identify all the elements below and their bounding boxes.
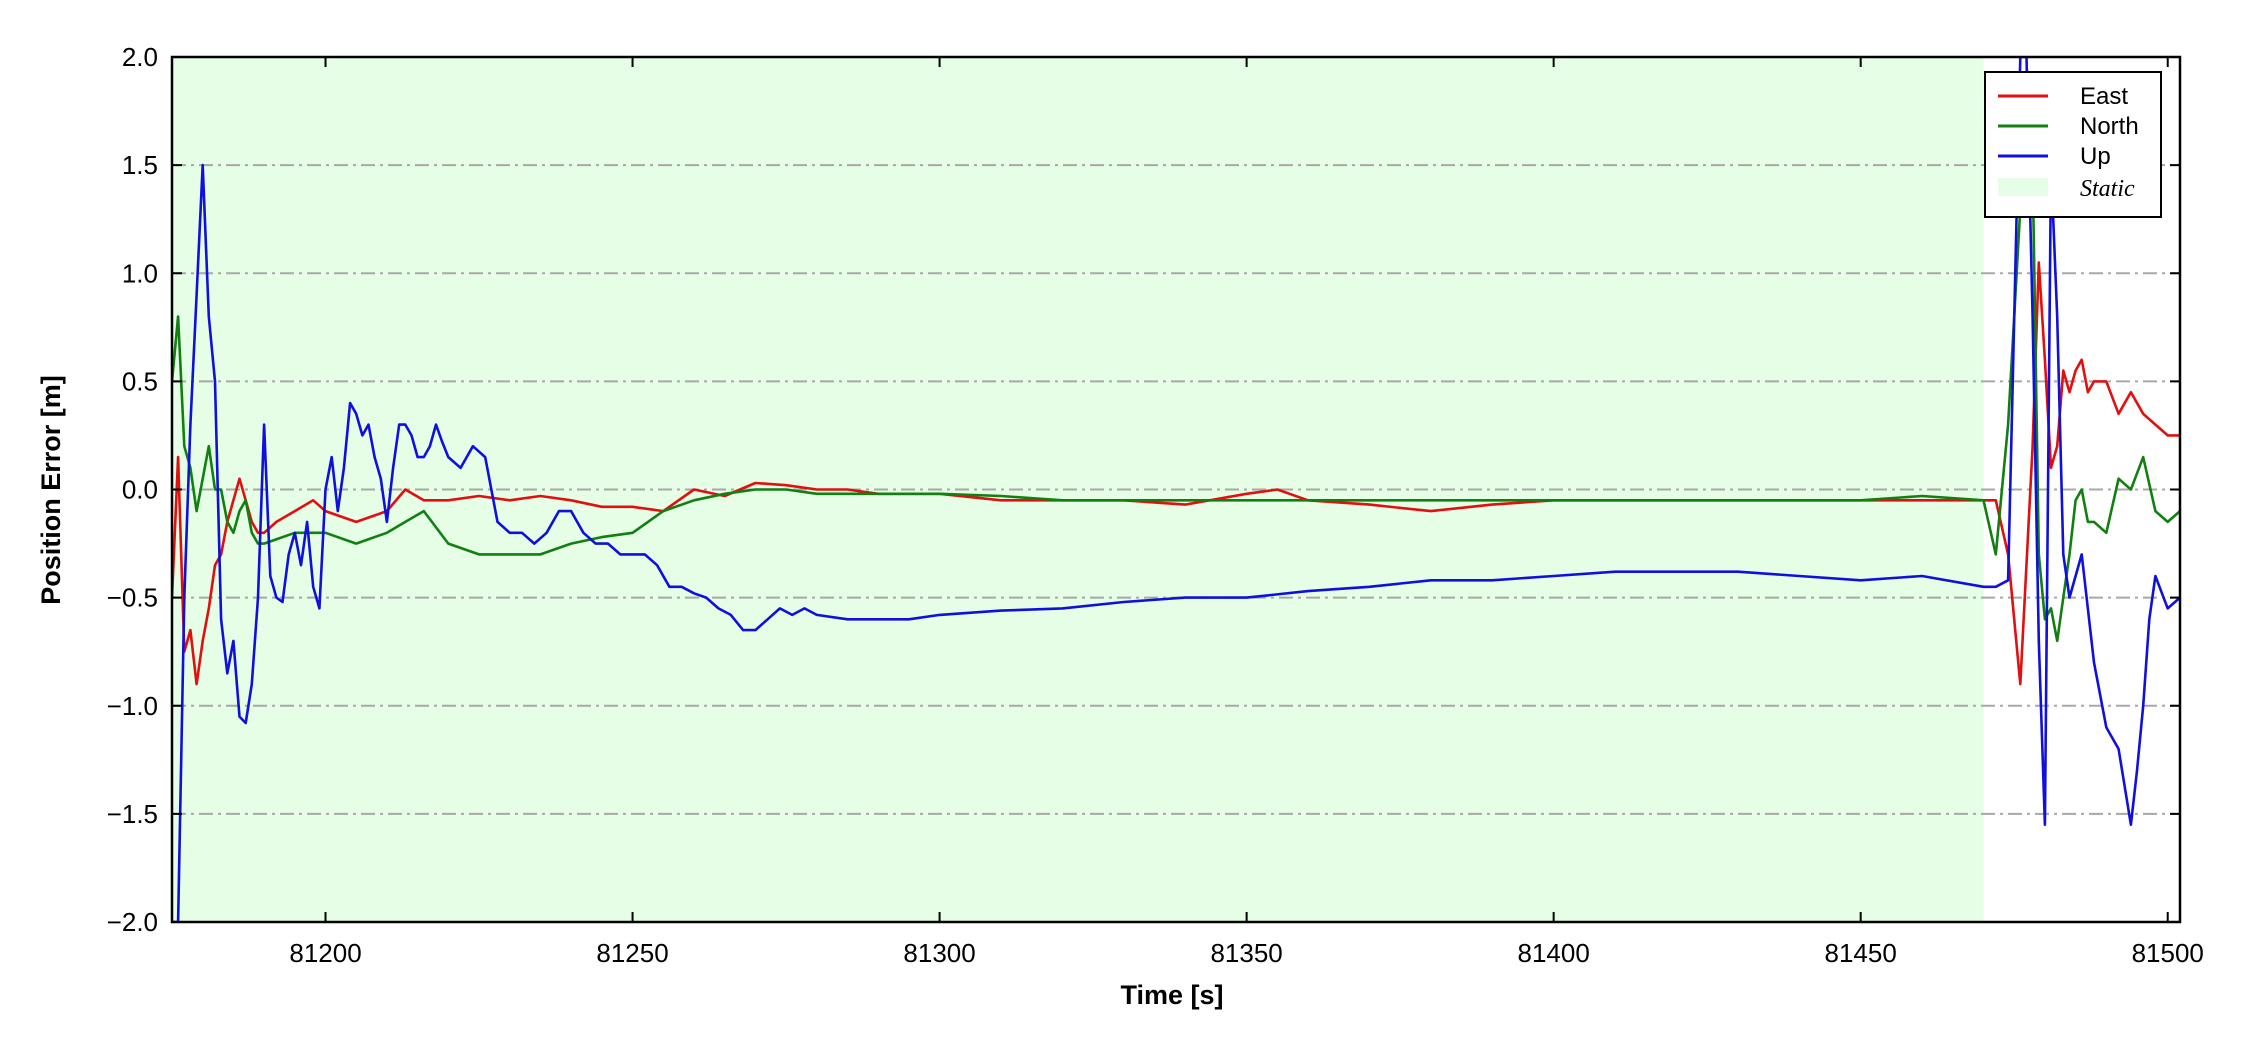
y-tick-label-6: 1.0 — [122, 258, 158, 288]
legend-label-static: Static — [2080, 176, 2135, 202]
series-line-north — [172, 120, 2180, 643]
axis-ticks — [172, 56, 2180, 923]
x-tick-label-5: 81450 — [1825, 938, 1897, 968]
x-tick-label-4: 81400 — [1517, 938, 1589, 968]
y-tick-label-0: −2.0 — [107, 907, 158, 937]
y-tick-label-3: −0.5 — [107, 583, 158, 613]
x-axis-title: Time [s] — [1120, 980, 1223, 1010]
legend-label-east: East — [2080, 83, 2128, 110]
x-tick-label-0: 81200 — [289, 938, 361, 968]
x-tick-label-6: 81500 — [2132, 938, 2204, 968]
legend-label-up: Up — [2080, 143, 2111, 170]
y-tick-label-8: 2.0 — [122, 42, 158, 72]
grid-lines — [172, 164, 2180, 815]
y-tick-label-1: −1.5 — [107, 799, 158, 829]
y-tick-labels: −2.0 −1.5 −1.0 −0.5 0.0 0.5 1.0 1.5 2.0 — [107, 42, 158, 937]
legend-swatch-static — [1998, 178, 2048, 196]
series-line-up — [172, 57, 2180, 922]
x-tick-label-2: 81300 — [903, 938, 975, 968]
y-axis-title: Position Error [m] — [36, 375, 66, 605]
y-tick-label-2: −1.0 — [107, 691, 158, 721]
y-tick-label-7: 1.5 — [122, 150, 158, 180]
y-tick-label-5: 0.5 — [122, 366, 158, 396]
series-lines — [172, 57, 2180, 922]
legend-label-north: North — [2080, 113, 2139, 140]
legend: East North Up Static — [1984, 71, 2162, 218]
x-tick-label-3: 81350 — [1210, 938, 1282, 968]
x-tick-labels: 81200 81250 81300 81350 81400 81450 81500 — [289, 938, 2204, 968]
y-tick-label-4: 0.0 — [122, 475, 158, 505]
x-tick-label-1: 81250 — [596, 938, 668, 968]
